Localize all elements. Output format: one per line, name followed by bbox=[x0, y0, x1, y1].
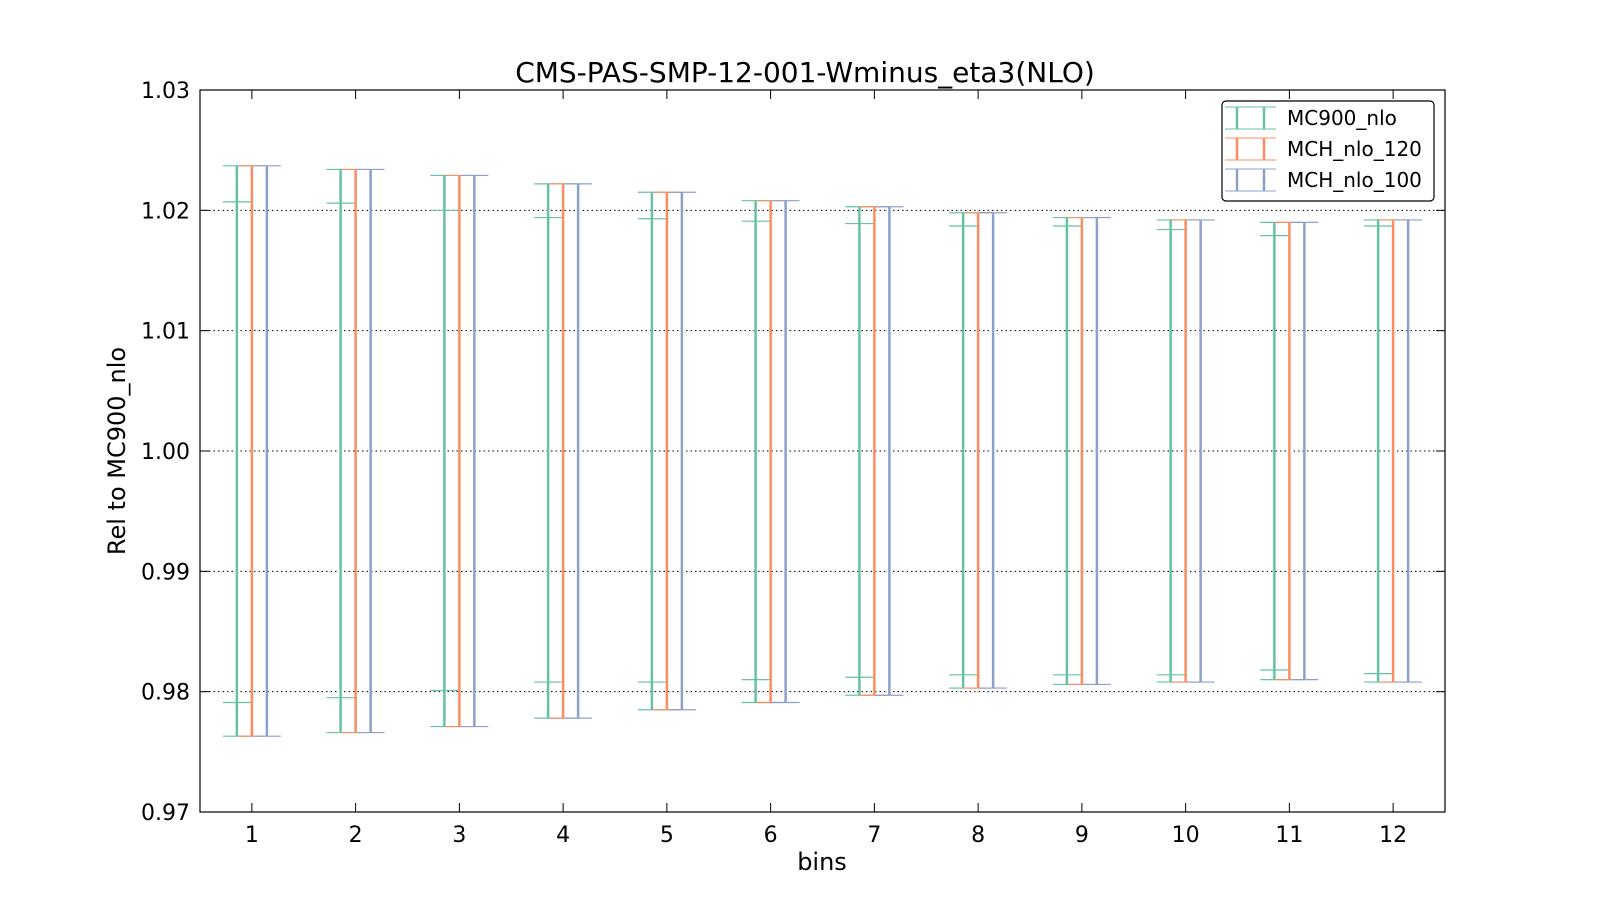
legend-label: MCH_nlo_100 bbox=[1287, 168, 1422, 192]
x-tick-label: 9 bbox=[1075, 823, 1089, 848]
y-tick-label: 1.00 bbox=[141, 440, 190, 465]
x-tick-label: 2 bbox=[349, 823, 363, 848]
y-tick-label: 0.98 bbox=[141, 681, 190, 706]
grid-layer bbox=[200, 209, 1445, 693]
y-tick-label: 0.99 bbox=[141, 560, 190, 585]
x-tick-label: 3 bbox=[452, 823, 466, 848]
bars-layer bbox=[222, 165, 1423, 737]
x-tick-label: 4 bbox=[556, 823, 570, 848]
x-tick-label: 11 bbox=[1275, 823, 1303, 848]
x-tick-label: 10 bbox=[1172, 823, 1200, 848]
y-tick-label: 1.03 bbox=[141, 79, 190, 104]
y-axis-title: Rel to MC900_nlo bbox=[103, 347, 131, 555]
legend-entry: MC900_nlo bbox=[1225, 106, 1397, 130]
legend-entry: MCH_nlo_120 bbox=[1225, 137, 1422, 161]
x-tick-label: 12 bbox=[1379, 823, 1407, 848]
y-tick-label: 1.01 bbox=[141, 320, 190, 345]
y-tick-label: 1.02 bbox=[141, 199, 190, 224]
legend-label: MCH_nlo_120 bbox=[1287, 137, 1422, 161]
chart-title: CMS-PAS-SMP-12-001-Wminus_eta3(NLO) bbox=[515, 56, 1095, 89]
ticks-layer: 0.970.980.991.001.011.021.031 2 3 4 5 6 7 8 9 10 1… bbox=[141, 79, 1445, 848]
x-tick-label: 1 bbox=[245, 823, 259, 848]
legend-entry: MCH_nlo_100 bbox=[1225, 168, 1422, 192]
x-axis-title: bins bbox=[797, 848, 847, 876]
x-tick-label: 6 bbox=[764, 823, 778, 848]
legend: MC900_nlo MCH_nlo_120 MCH_nlo_100 bbox=[1221, 100, 1435, 202]
y-tick-label: 0.97 bbox=[141, 801, 190, 826]
x-tick-label: 5 bbox=[660, 823, 674, 848]
x-tick-label: 8 bbox=[971, 823, 985, 848]
legend-frame bbox=[1221, 100, 1435, 202]
legend-label: MC900_nlo bbox=[1287, 106, 1397, 130]
x-tick-label: 7 bbox=[867, 823, 881, 848]
